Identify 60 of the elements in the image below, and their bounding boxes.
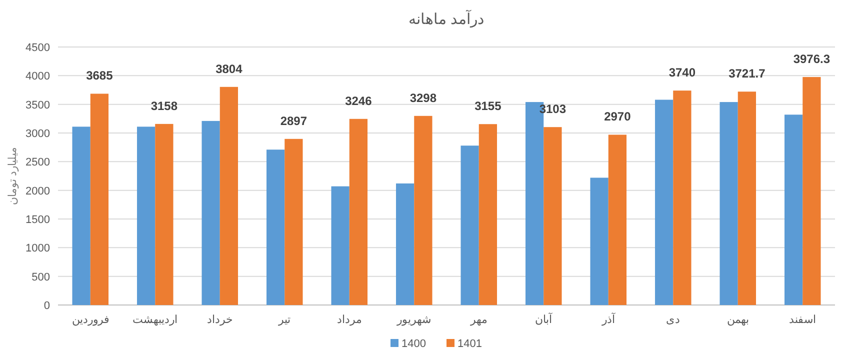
bar bbox=[673, 90, 692, 305]
data-label: 3298 bbox=[410, 90, 437, 105]
y-tick-label: 3000 bbox=[26, 128, 50, 140]
bar bbox=[802, 77, 821, 305]
data-label: 3155 bbox=[474, 99, 502, 114]
bar bbox=[331, 186, 350, 305]
y-tick-label: 1000 bbox=[26, 242, 50, 255]
data-label: 3804 bbox=[216, 62, 243, 76]
bar bbox=[478, 124, 498, 305]
data-label: 3740 bbox=[668, 66, 696, 80]
bar bbox=[460, 146, 479, 305]
bar bbox=[72, 126, 90, 305]
bar bbox=[720, 102, 738, 305]
x-tick-label: آبان bbox=[535, 313, 554, 326]
x-tick-label: مرداد bbox=[336, 314, 362, 326]
bar bbox=[654, 100, 674, 305]
legend-label: 1401 bbox=[458, 338, 482, 350]
bar bbox=[90, 94, 109, 305]
legend-label: 1400 bbox=[402, 338, 426, 350]
x-tick-label: بهمن bbox=[726, 314, 749, 326]
bar bbox=[284, 138, 303, 305]
bar bbox=[608, 134, 627, 305]
x-tick-label: اسفند bbox=[789, 314, 816, 326]
x-tick-label: فروردین bbox=[72, 314, 109, 326]
data-label: 3685 bbox=[86, 68, 114, 83]
y-axis-title: میلیارد تومان bbox=[7, 146, 19, 206]
bar bbox=[738, 92, 756, 305]
data-label: 2897 bbox=[280, 114, 308, 128]
y-tick-label: 4000 bbox=[26, 70, 50, 83]
bar bbox=[349, 118, 368, 305]
bar bbox=[590, 178, 608, 305]
data-label: 3721.7 bbox=[728, 66, 766, 81]
y-tick-label: 4500 bbox=[26, 42, 50, 54]
y-tick-label: 2500 bbox=[26, 156, 50, 169]
data-label: 3976.3 bbox=[793, 52, 830, 66]
bar bbox=[220, 86, 238, 305]
data-label: 3158 bbox=[150, 98, 178, 113]
bar bbox=[414, 116, 432, 305]
bar bbox=[266, 150, 285, 305]
bar bbox=[396, 183, 414, 305]
x-tick-label: دی bbox=[666, 314, 680, 326]
bar bbox=[784, 114, 803, 305]
chart-title: درآمد ماهانه bbox=[408, 10, 485, 28]
bar bbox=[544, 127, 562, 305]
y-tick-label: 1500 bbox=[26, 214, 50, 226]
data-label: 2970 bbox=[604, 110, 632, 124]
y-tick-label: 0 bbox=[44, 300, 50, 312]
bar bbox=[155, 124, 174, 305]
x-tick-label: آذر bbox=[600, 313, 616, 326]
bar bbox=[202, 120, 220, 305]
x-tick-label: مهر bbox=[469, 314, 488, 326]
y-tick-label: 2000 bbox=[26, 185, 50, 198]
x-tick-label: تیر bbox=[278, 314, 291, 326]
x-tick-label: شهریور bbox=[396, 314, 432, 326]
data-label: 3246 bbox=[345, 94, 372, 108]
x-tick-label: خرداد bbox=[206, 314, 233, 326]
bar bbox=[136, 126, 156, 305]
y-tick-label: 500 bbox=[32, 271, 50, 284]
y-tick-label: 3500 bbox=[26, 99, 50, 112]
x-tick-label: اردیبهشت bbox=[132, 314, 178, 326]
